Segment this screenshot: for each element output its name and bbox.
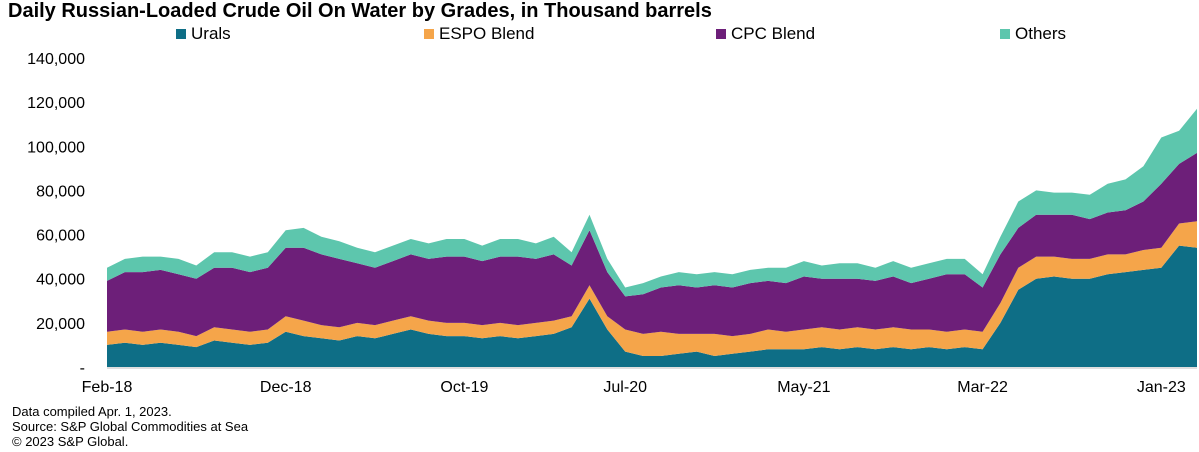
legend-swatch-others: [1000, 29, 1010, 39]
legend-label-others: Others: [1015, 24, 1067, 43]
y-tick-label: 40,000: [36, 272, 85, 289]
legend-item-cpc: CPC Blend: [716, 24, 815, 44]
legend-item-urals: Urals: [176, 24, 231, 44]
legend-item-espo: ESPO Blend: [424, 24, 534, 44]
area-series-urals: [107, 245, 1197, 367]
area-series-cpc-blend: [107, 152, 1197, 337]
legend-swatch-espo: [424, 29, 434, 39]
footnote-copyright: © 2023 S&P Global.: [12, 434, 129, 449]
legend-swatch-urals: [176, 29, 186, 39]
y-tick-label: 20,000: [36, 316, 85, 333]
footnote-data-compiled: Data compiled Apr. 1, 2023.: [12, 404, 172, 419]
x-tick-label: May-21: [777, 379, 830, 396]
legend-label-espo: ESPO Blend: [439, 24, 535, 43]
x-tick-label: Dec-18: [260, 379, 312, 396]
x-tick-label: Feb-18: [82, 379, 133, 396]
chart-title: Daily Russian-Loaded Crude Oil On Water …: [8, 0, 712, 22]
legend-swatch-cpc: [716, 29, 726, 39]
x-tick-label: Jul-20: [603, 379, 647, 396]
y-tick-label: 120,000: [27, 95, 85, 112]
footnote-source: Source: S&P Global Commodities at Sea: [12, 419, 249, 434]
y-tick-label: 140,000: [27, 51, 85, 68]
x-tick-label: Oct-19: [440, 379, 488, 396]
y-tick-label: -: [80, 360, 85, 377]
x-tick-label: Mar-22: [957, 379, 1008, 396]
x-tick-label: Jan-23: [1137, 379, 1186, 396]
y-tick-label: 60,000: [36, 228, 85, 245]
legend-item-others: Others: [1000, 24, 1066, 44]
y-tick-label: 80,000: [36, 183, 85, 200]
legend-label-cpc: CPC Blend: [731, 24, 816, 43]
y-tick-label: 100,000: [27, 139, 85, 156]
legend-label-urals: Urals: [191, 24, 231, 43]
